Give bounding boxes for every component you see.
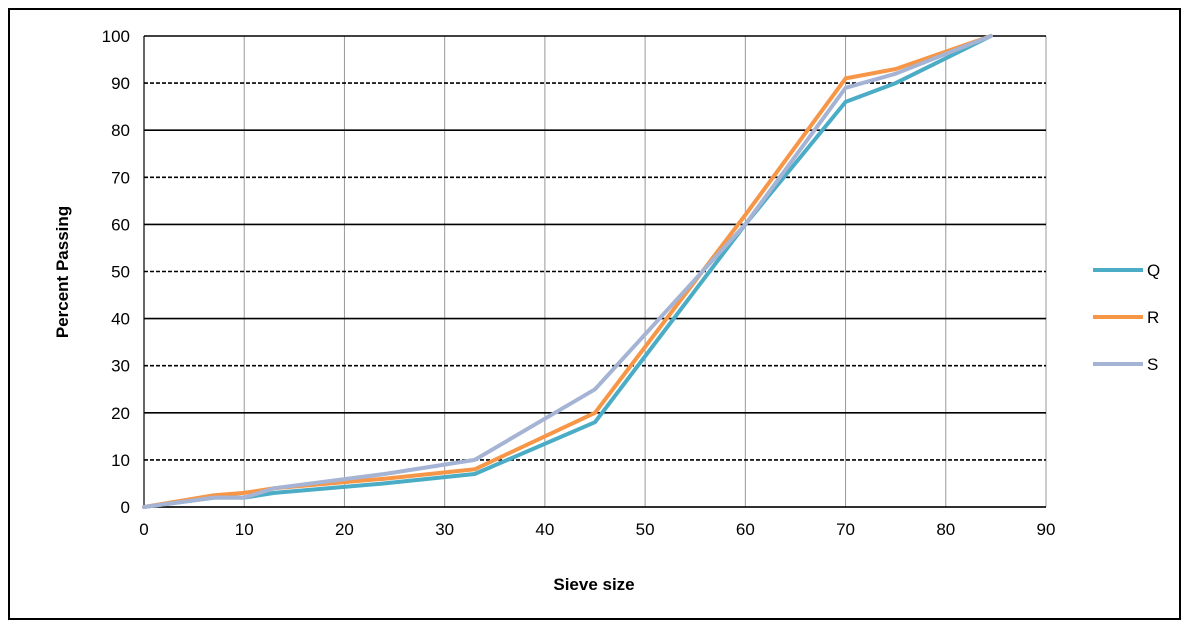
x-tick-label: 30 [435,520,454,539]
series-line-r [142,34,993,509]
x-tick-label: 10 [235,520,254,539]
series-lines [142,34,993,509]
x-tick-label: 60 [736,520,755,539]
y-tick-label: 50 [111,263,130,282]
x-tick-label: 50 [636,520,655,539]
y-tick-label: 100 [102,27,130,46]
y-tick-label: 70 [111,168,130,187]
y-tick-label: 80 [111,121,130,140]
x-tick-label: 20 [335,520,354,539]
legend: Q R S [1093,261,1160,374]
x-tick-label: 0 [139,520,148,539]
y-tick-label: 0 [121,498,130,517]
y-tick-label: 20 [111,404,130,423]
y-axis-title: Percent Passing [53,206,72,338]
y-tick-label: 40 [111,310,130,329]
x-tick-label: 90 [1037,520,1056,539]
legend-label-r: R [1147,308,1159,327]
x-tick-label: 80 [936,520,955,539]
x-tick-label: 40 [535,520,554,539]
y-tick-label: 10 [111,451,130,470]
legend-label-s: S [1147,355,1158,374]
y-tick-label: 60 [111,215,130,234]
x-axis-title: Sieve size [553,575,634,594]
legend-label-q: Q [1147,261,1160,280]
x-tick-label: 70 [836,520,855,539]
y-tick-label: 30 [111,357,130,376]
tick-labels: 0 10 20 30 40 50 60 70 80 90 0 10 20 30 40 50 60 70 80 90 10… [102,27,1056,539]
y-tick-label: 90 [111,74,130,93]
chart-frame [8,8,1181,620]
series-line-s [142,34,993,509]
grid [143,35,1047,508]
